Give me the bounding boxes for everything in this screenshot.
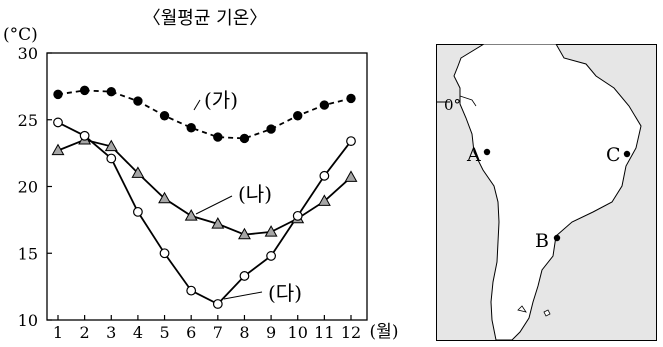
south-america-map: 0° A B C: [436, 44, 657, 341]
series-leader-ga: [193, 99, 201, 111]
series-markers: [51, 85, 358, 309]
series-1-point: [293, 111, 303, 121]
series-3-point: [266, 251, 276, 261]
series-1-point: [106, 87, 116, 97]
series-label-na: (나): [238, 182, 272, 206]
series-1-point: [319, 100, 330, 110]
x-tick-label: 2: [80, 323, 90, 342]
x-tick-label: 10: [288, 323, 308, 342]
point-c-marker: [623, 150, 631, 158]
y-tick-label: 10: [18, 311, 38, 330]
series-1-point: [79, 85, 90, 96]
series-2-point: [344, 170, 358, 182]
series-3-point: [106, 153, 117, 164]
point-c-label: C: [606, 144, 621, 166]
series-1-point: [239, 133, 250, 144]
x-tick-label: 4: [133, 323, 143, 342]
series-3-point: [292, 210, 303, 221]
series-3-point: [346, 136, 356, 147]
chart-title: 〈월평균 기온〉: [143, 8, 268, 29]
equator-label: 0°: [444, 96, 461, 114]
series-2-point: [51, 143, 65, 156]
x-tick-label: 8: [239, 323, 249, 342]
series-lines: [57, 89, 352, 306]
series-1-point: [133, 96, 143, 106]
series-3-point: [319, 170, 330, 181]
x-tick-label: 6: [186, 323, 196, 342]
series-line-3: [57, 121, 352, 306]
series-2-point: [317, 194, 331, 206]
x-tick-label: 12: [341, 323, 361, 342]
y-tick-label: 15: [18, 244, 38, 263]
series-3-point: [239, 271, 250, 281]
series-3-point: [53, 117, 63, 128]
series-1-point: [53, 89, 63, 100]
point-b-label: B: [535, 230, 549, 252]
series-1-point: [159, 111, 170, 121]
y-tick-label: 20: [18, 178, 38, 197]
y-axis-unit: (°C): [3, 25, 38, 45]
south-america-landmass: [453, 44, 642, 341]
x-tick-label: 7: [213, 323, 223, 342]
series-1-point: [186, 123, 196, 133]
series-2-point: [211, 217, 225, 229]
series-3-point: [79, 130, 90, 141]
y-tick-label: 25: [18, 111, 38, 130]
y-axis: 10 15 20 25 30: [18, 44, 52, 330]
series-3-point: [212, 299, 223, 309]
series-2-point: [238, 227, 251, 240]
point-a-label: A: [466, 144, 481, 166]
x-axis: 1 2 3 4 5 6 7 8 9 10 11 12: [53, 315, 361, 342]
series-leader-na: [195, 195, 233, 215]
series-1-point: [266, 124, 276, 134]
x-tick-label: 1: [53, 323, 63, 342]
series-label-ga: (가): [204, 88, 238, 112]
series-2-point: [264, 225, 278, 237]
point-b-marker: [553, 234, 561, 242]
x-axis-unit: (월): [370, 322, 399, 342]
series-leader-da: [223, 291, 263, 300]
x-tick-label: 5: [159, 323, 169, 342]
x-tick-label: 9: [266, 323, 276, 342]
series-3-point: [133, 206, 143, 217]
series-label-da: (다): [268, 281, 302, 305]
series-3-point: [159, 248, 170, 259]
coastline-detail: [459, 95, 477, 107]
series-line-2: [57, 138, 352, 236]
point-a-marker: [483, 148, 491, 156]
island: [543, 309, 551, 317]
series-1-point: [213, 132, 223, 142]
series-2-point: [184, 209, 198, 221]
x-tick-label: 11: [314, 323, 334, 342]
series-3-point: [186, 285, 197, 296]
series-1-point: [346, 93, 356, 104]
y-tick-label: 30: [18, 44, 38, 63]
series-2-point: [158, 191, 171, 204]
island: [517, 305, 527, 313]
series-2-point: [131, 166, 145, 178]
x-tick-label: 3: [106, 323, 116, 342]
series-2-point: [104, 139, 118, 152]
